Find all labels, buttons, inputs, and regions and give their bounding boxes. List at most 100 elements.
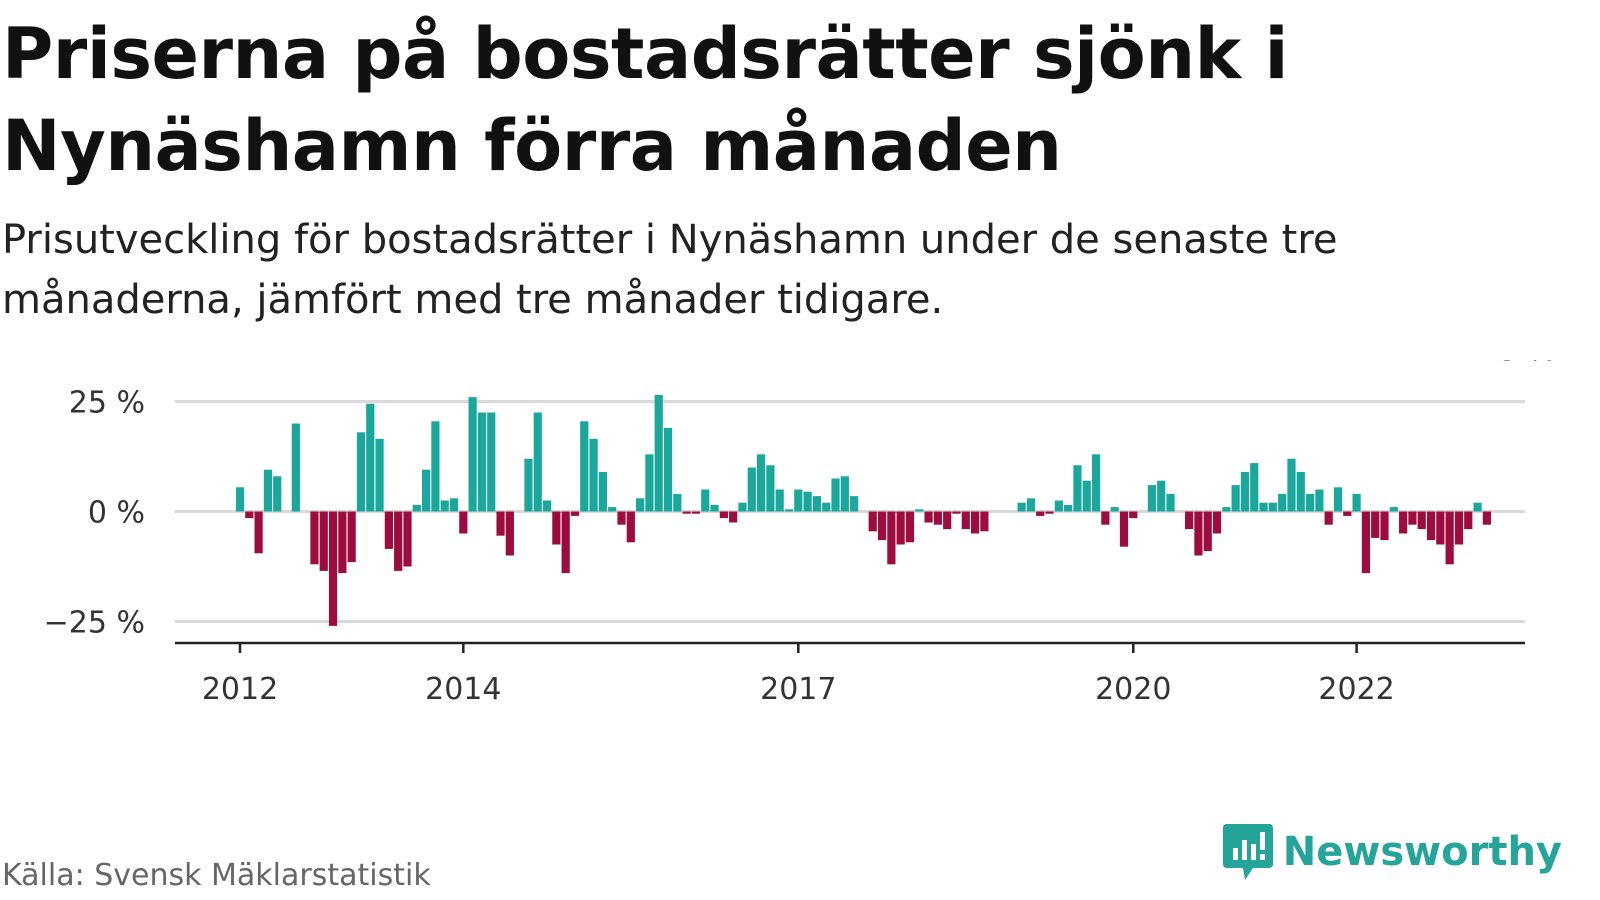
bar — [636, 498, 645, 512]
bar — [1017, 502, 1026, 512]
bar — [1464, 511, 1473, 530]
bar — [747, 467, 756, 512]
bar — [589, 438, 598, 512]
bar — [775, 489, 784, 512]
bar — [1240, 471, 1250, 512]
bar — [542, 500, 552, 512]
bar — [812, 496, 822, 512]
bar — [719, 511, 728, 519]
bar — [710, 504, 719, 512]
bar — [422, 469, 431, 512]
bar — [924, 511, 933, 523]
bar — [943, 511, 952, 530]
x-tick-label: 2017 — [760, 672, 836, 707]
bar — [784, 509, 794, 512]
bar — [310, 511, 319, 565]
bar — [235, 487, 245, 512]
x-axis — [175, 641, 1525, 653]
bar — [1259, 502, 1268, 512]
bar — [617, 511, 626, 525]
bar — [598, 471, 607, 512]
bar — [1185, 511, 1194, 530]
bar — [570, 511, 580, 516]
bar — [1380, 511, 1389, 541]
bar — [328, 511, 338, 626]
bar — [1278, 493, 1287, 512]
x-tick-label: 2022 — [1318, 672, 1394, 707]
bar — [394, 511, 403, 571]
bar — [1194, 511, 1203, 556]
source-note: Källa: Svensk Mäklarstatistik — [2, 858, 431, 893]
bar — [440, 500, 449, 512]
chart-subtitle: Prisutveckling för bostadsrätter i Nynäs… — [2, 217, 1338, 323]
bar — [524, 458, 533, 512]
bar — [1073, 465, 1082, 512]
newsworthy-logo-text: Newsworthy — [1282, 829, 1562, 875]
bar — [1361, 511, 1371, 574]
bar — [905, 511, 915, 543]
bar — [626, 511, 635, 543]
bar — [1203, 511, 1212, 552]
bar — [291, 423, 300, 512]
bar — [1426, 511, 1436, 541]
bar — [384, 511, 393, 549]
bar — [896, 511, 905, 545]
bar — [952, 511, 961, 514]
newsworthy-logo[interactable]: Newsworthy — [1222, 824, 1562, 880]
bar — [701, 489, 710, 512]
bar — [319, 511, 328, 571]
labels: 25 % 0 % −25 % 2012 2014 2017 2020 2022 −3 % — [44, 360, 1556, 707]
bar — [273, 476, 282, 512]
bar — [1352, 493, 1361, 512]
bar — [338, 511, 347, 574]
x-tick-label: 2014 — [425, 672, 501, 707]
bar — [971, 511, 980, 534]
bar — [933, 511, 942, 525]
bar — [1036, 511, 1045, 516]
bar — [1045, 511, 1054, 514]
bar — [245, 511, 254, 519]
bar — [1054, 500, 1063, 512]
bar — [877, 511, 887, 541]
bar — [1101, 511, 1110, 525]
bar — [449, 498, 459, 512]
bar — [580, 421, 589, 512]
bar — [1296, 471, 1305, 512]
bar — [1091, 454, 1101, 512]
bar — [673, 493, 682, 512]
chart-title: Priserna på bostadsrätter sjönk i Nynäsh… — [2, 13, 1289, 187]
bar — [1212, 511, 1222, 534]
bar — [756, 454, 766, 512]
bar — [663, 427, 673, 512]
bar — [961, 511, 970, 530]
bar — [1110, 507, 1119, 512]
bar — [831, 478, 840, 512]
bar — [468, 397, 477, 512]
x-tick-label: 2020 — [1095, 672, 1171, 707]
bar — [347, 511, 356, 563]
bar — [412, 504, 421, 512]
bar — [1147, 485, 1156, 512]
bar — [1064, 504, 1073, 512]
bar — [1026, 498, 1036, 512]
bar — [459, 511, 468, 534]
bar — [533, 412, 542, 512]
latest-value-label: −3 % — [1474, 360, 1556, 368]
bar — [1231, 485, 1240, 512]
bar — [263, 469, 273, 512]
bar — [1324, 511, 1333, 525]
bar — [1389, 507, 1398, 512]
bar — [1305, 493, 1315, 512]
newsworthy-logo-icon — [1222, 824, 1273, 880]
bar — [766, 465, 775, 512]
bar — [1436, 511, 1445, 545]
y-tick-label: −25 % — [44, 606, 145, 641]
bar — [1082, 480, 1091, 512]
bar — [1268, 502, 1277, 512]
bar — [1454, 511, 1464, 545]
bars — [235, 394, 1491, 626]
bar — [356, 432, 366, 512]
bar — [803, 491, 812, 512]
bar — [366, 403, 375, 512]
bar — [1250, 463, 1259, 512]
